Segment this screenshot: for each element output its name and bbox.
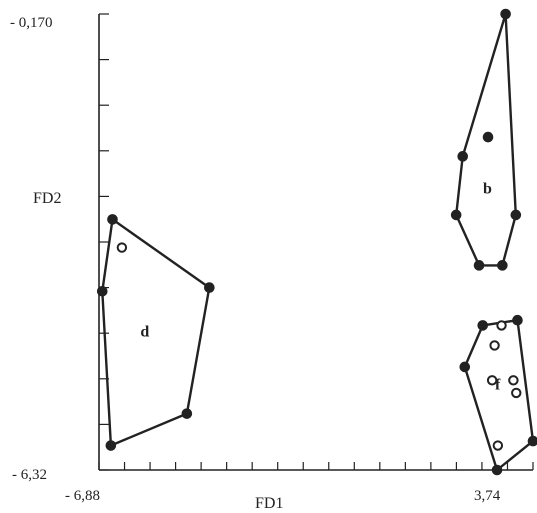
hull-d bbox=[101, 218, 211, 447]
point-d bbox=[116, 242, 128, 253]
point-b bbox=[510, 209, 522, 221]
hull-f bbox=[463, 319, 535, 472]
point-d bbox=[96, 286, 108, 297]
point-b bbox=[457, 151, 469, 162]
y-axis-label: FD2 bbox=[33, 190, 61, 207]
group-label-d: d bbox=[140, 323, 149, 340]
x-tick-label-min: - 6,88 bbox=[65, 488, 100, 504]
point-f bbox=[489, 340, 500, 351]
point-d bbox=[107, 214, 118, 225]
y-tick-label-min: - 6,32 bbox=[12, 467, 47, 483]
point-b bbox=[482, 131, 494, 143]
x-tick-label-max: 3,74 bbox=[474, 488, 501, 504]
group-label-f: f bbox=[495, 377, 501, 394]
point-f bbox=[496, 320, 507, 331]
axis-labels: FD2 FD1 - 0,170 - 6,32 - 6,88 3,74 bbox=[10, 15, 501, 512]
point-f bbox=[512, 314, 523, 326]
group-labels: b d f bbox=[140, 180, 501, 393]
point-f bbox=[486, 375, 498, 386]
axes bbox=[98, 13, 534, 471]
point-d bbox=[204, 282, 215, 293]
point-f bbox=[511, 387, 522, 399]
point-b bbox=[497, 260, 508, 271]
point-d bbox=[105, 440, 117, 451]
point-f bbox=[477, 320, 489, 331]
point-d bbox=[181, 408, 193, 419]
group-hulls bbox=[101, 12, 535, 472]
point-f bbox=[491, 464, 503, 476]
point-b bbox=[473, 260, 485, 271]
y-tick-label-max: - 0,170 bbox=[10, 15, 53, 31]
point-f bbox=[492, 440, 504, 451]
x-axis-label: FD1 bbox=[255, 495, 283, 512]
point-b bbox=[500, 8, 511, 20]
point-b bbox=[450, 209, 462, 221]
point-f bbox=[527, 435, 537, 447]
data-points bbox=[96, 8, 537, 476]
group-label-b: b bbox=[483, 180, 492, 197]
point-f bbox=[459, 361, 471, 373]
point-f bbox=[508, 375, 519, 386]
